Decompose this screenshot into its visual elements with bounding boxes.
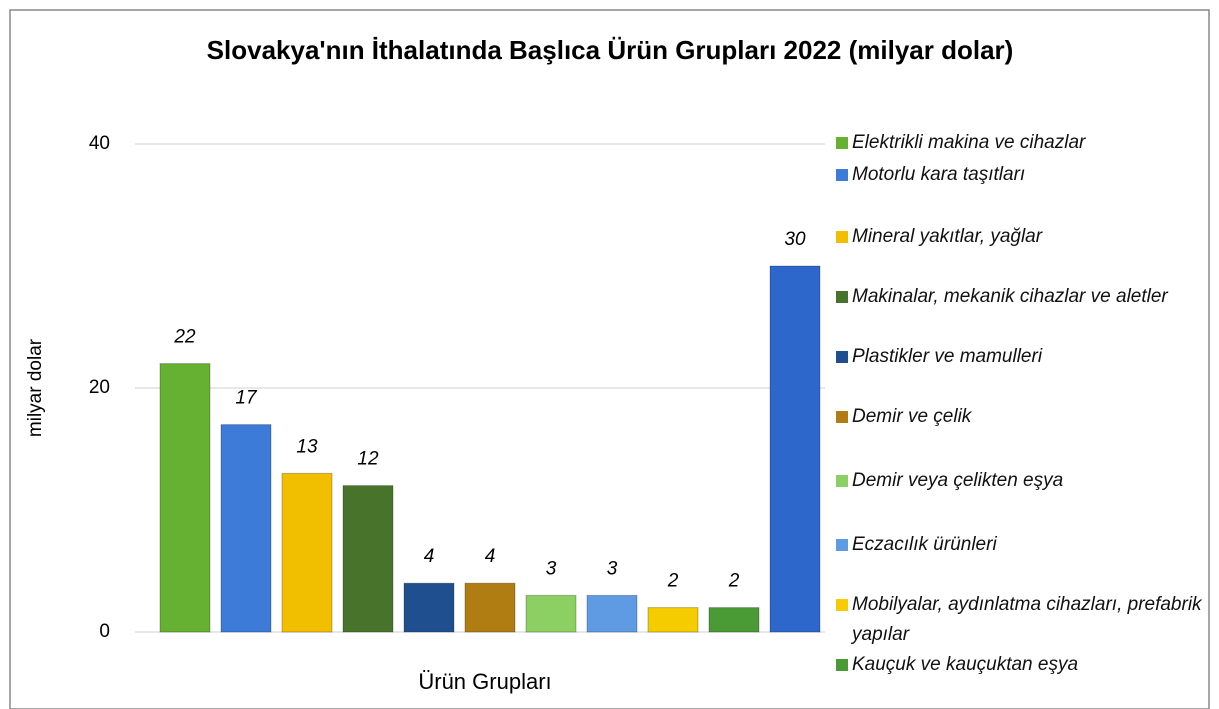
- data-label: 2: [667, 571, 679, 592]
- legend-entry: Elektrikli makina ve cihazlar: [836, 128, 1219, 158]
- legend-label: Eczacılık ürünleri: [852, 534, 997, 555]
- legend-swatch: [836, 539, 848, 551]
- y-tick-label: 20: [89, 377, 110, 398]
- bar: [403, 582, 455, 633]
- legend-label: Demir ve çelik: [852, 406, 972, 427]
- legend-entry: Eczacılık ürünleri: [836, 530, 1219, 560]
- legend-swatch: [836, 411, 848, 423]
- legend-label: Mobilyalar, aydınlatma cihazları, prefab…: [852, 594, 1202, 645]
- bar: [769, 265, 821, 633]
- legend-entry: Motorlu kara taşıtları: [836, 160, 1219, 190]
- data-label: 3: [546, 558, 557, 579]
- legend-label: Elektrikli makina ve cihazlar: [852, 132, 1086, 153]
- legend-entry: Mineral yakıtlar, yağlar: [836, 222, 1219, 252]
- data-label: 4: [485, 546, 496, 567]
- data-label: 13: [296, 436, 318, 457]
- bar: [281, 472, 333, 633]
- legend-swatch: [836, 599, 848, 611]
- legend-swatch: [836, 291, 848, 303]
- legend-entry: Plastikler ve mamulleri: [836, 342, 1219, 372]
- data-label: 22: [173, 327, 196, 348]
- bar: [464, 582, 516, 633]
- data-label: 17: [235, 388, 258, 409]
- chart-title: Slovakya'nın İthalatında Başlıca Ürün Gr…: [207, 35, 1014, 65]
- bar: [220, 424, 272, 633]
- legend-label: Motorlu kara taşıtları: [852, 164, 1026, 185]
- legend-entry: Demir veya çelikten eşya: [836, 466, 1219, 496]
- bar: [525, 594, 577, 633]
- legend-label: Demir veya çelikten eşya: [852, 470, 1064, 491]
- bar: [647, 607, 699, 633]
- data-label: 12: [357, 449, 379, 470]
- data-label: 3: [607, 558, 618, 579]
- legend-entry: Kauçuk ve kauçuktan eşya: [836, 650, 1219, 680]
- legend-entry: Mobilyalar, aydınlatma cihazları, prefab…: [836, 590, 1219, 650]
- bar: [586, 594, 638, 633]
- legend-swatch: [836, 137, 848, 149]
- legend-entry: Makinalar, mekanik cihazlar ve aletler: [836, 282, 1219, 312]
- y-axis-label: milyar dolar: [25, 338, 46, 437]
- legend-label: Plastikler ve mamulleri: [852, 346, 1043, 367]
- legend-swatch: [836, 351, 848, 363]
- bar: [342, 485, 394, 633]
- legend-label: Makinalar, mekanik cihazlar ve aletler: [852, 286, 1168, 307]
- legend-swatch: [836, 659, 848, 671]
- y-tick-label: 0: [99, 621, 110, 642]
- data-label: 30: [784, 229, 806, 250]
- legend-label: Mineral yakıtlar, yağlar: [852, 226, 1043, 247]
- legend-swatch: [836, 475, 848, 487]
- legend-swatch: [836, 169, 848, 181]
- bar: [708, 607, 760, 633]
- legend-entry: Demir ve çelik: [836, 402, 1219, 432]
- x-axis-label: Ürün Grupları: [418, 669, 551, 694]
- data-label: 4: [424, 546, 435, 567]
- bar: [159, 363, 211, 633]
- legend-swatch: [836, 231, 848, 243]
- y-tick-label: 40: [89, 133, 110, 154]
- data-label: 2: [728, 571, 740, 592]
- legend-label: Kauçuk ve kauçuktan eşya: [852, 654, 1079, 675]
